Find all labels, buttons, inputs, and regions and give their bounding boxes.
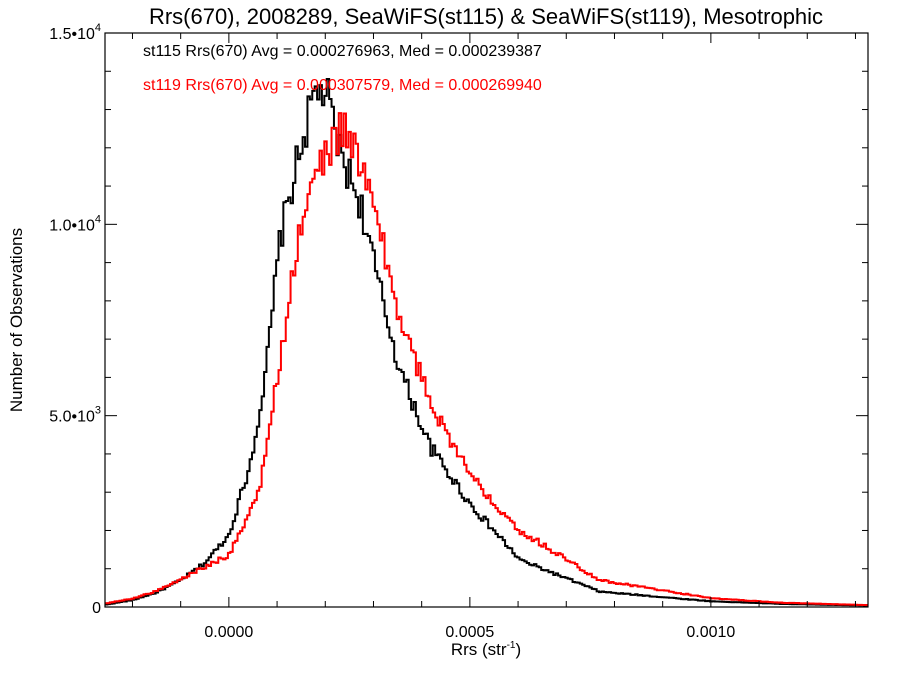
- series-st115: [105, 77, 868, 607]
- y-tick-label-exponent: 3: [95, 405, 101, 417]
- x-tick-label: 0.0000: [204, 624, 253, 641]
- y-tick-label-mantissa: 0: [92, 600, 101, 617]
- x-tick-label: 0.0005: [445, 624, 494, 641]
- x-axis-label-close: ): [515, 640, 521, 659]
- x-axis-label-sup: -1: [507, 640, 516, 651]
- histogram-line-st119: [105, 112, 868, 607]
- y-axis-label: Number of Observations: [7, 228, 26, 412]
- histogram-line-st115: [105, 77, 868, 607]
- x-tick-label: 0.0010: [686, 624, 735, 641]
- chart-title: Rrs(670), 2008289, SeaWiFS(st115) & SeaW…: [149, 4, 823, 29]
- y-tick-label: 1.5•104: [49, 22, 101, 43]
- y-tick-label: 5.0•103: [49, 405, 101, 426]
- x-axis-label: Rrs (str-1): [451, 640, 521, 659]
- legend-entry-st119: st119 Rrs(670) Avg = 0.000307579, Med = …: [143, 77, 542, 94]
- series-layer: [105, 77, 868, 607]
- x-axis-label-text: Rrs (str: [451, 640, 507, 659]
- y-tick-label: 1.0•104: [49, 213, 101, 234]
- y-tick-label-mantissa: 5.0•10: [49, 409, 95, 426]
- y-tick-label-exponent: 4: [95, 22, 101, 34]
- y-tick-label-mantissa: 1.0•10: [49, 217, 95, 234]
- x-axis-ticks: 0.0000 0.0005 0.0010: [131, 33, 856, 641]
- series-st119: [105, 112, 868, 607]
- y-tick-label-exponent: 4: [95, 213, 101, 225]
- y-tick-label-mantissa: 1.5•10: [49, 26, 95, 43]
- y-tick-label: 0: [92, 600, 101, 617]
- plot-frame: [104, 32, 869, 608]
- legend-entry-st115: st115 Rrs(670) Avg = 0.000276963, Med = …: [143, 43, 542, 60]
